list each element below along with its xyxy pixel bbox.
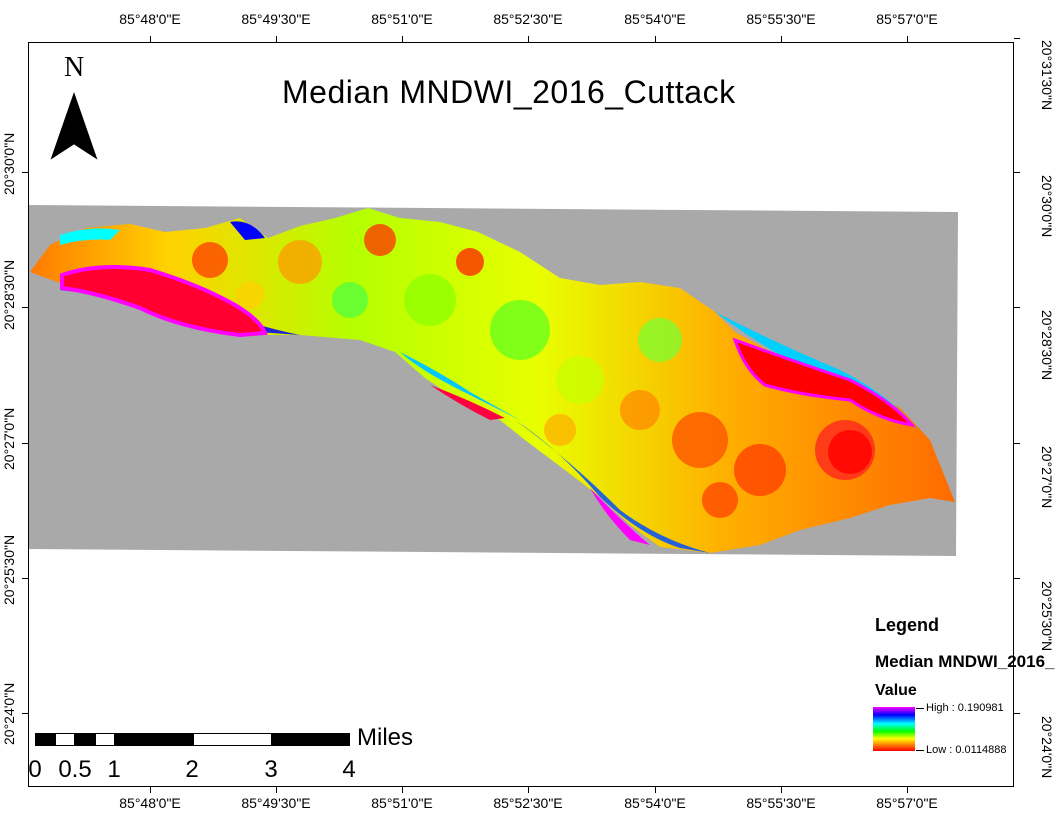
lon-tick-bottom [781,787,782,793]
lat-label-right: 20°30'0"N [1039,175,1055,238]
scale-segment [193,733,272,746]
lat-label-left: 20°30'0"N [1,132,17,195]
lon-tick-bottom [150,787,151,793]
lon-label-top: 85°54'0"E [624,11,686,27]
lon-label-bottom: 85°55'30"E [746,795,816,811]
lat-tick-left [22,307,28,308]
lat-tick-right [1014,443,1020,444]
lon-label-top: 85°51'0"E [371,11,433,27]
scale-segment [95,733,115,746]
scale-label: 0 [28,756,42,783]
lat-tick-right [1014,713,1020,714]
legend-high-label: High : 0.190981 [926,702,1004,714]
lon-tick-top [276,36,277,42]
legend-heading: Legend [875,615,940,635]
lon-tick-top [781,36,782,42]
lon-tick-bottom [528,787,529,793]
lon-label-top: 85°49'30"E [241,11,311,27]
lon-label-top: 85°52'30"E [493,11,563,27]
lat-tick-left [22,443,28,444]
lon-tick-bottom [276,787,277,793]
scale-label: 0.5 [58,756,92,783]
lon-label-bottom: 85°52'30"E [493,795,563,811]
map-neatline [28,42,1014,787]
lat-label-right: 20°24'0"N [1039,716,1055,779]
lat-tick-left [22,713,28,714]
north-arrow-letter: N [64,52,85,83]
scale-unit: Miles [357,724,414,751]
lon-tick-bottom [655,787,656,793]
scale-segment [55,733,75,746]
river-mid [430,385,505,420]
river-right [732,337,916,428]
scale-label: 1 [107,756,121,783]
legend-layer-name: Median MNDWI_2016_Cuttack [875,652,1055,671]
north-arrow-icon [50,92,98,160]
lon-label-top: 85°57'0"E [876,11,938,27]
lon-tick-bottom [402,787,403,793]
scale-segment [75,733,95,746]
scale-segment [115,733,193,746]
lat-label-left: 20°24'0"N [1,682,17,745]
legend-color-ramp [873,707,915,751]
lon-tick-bottom [907,787,908,793]
scale-segment [272,733,350,746]
land-texture [192,224,875,518]
lat-tick-right [1014,578,1020,579]
map-title: Median MNDWI_2016_Cuttack [282,74,736,110]
lon-tick-top [907,36,908,42]
scale-label: 2 [185,756,199,783]
scale-segment [35,733,55,746]
lat-tick-left [22,578,28,579]
lat-tick-left [22,172,28,173]
lat-label-right: 20°28'30"N [1039,310,1055,381]
lat-label-right: 20°27'0"N [1039,446,1055,509]
lat-label-right: 20°25'30"N [1039,581,1055,652]
scale-label: 4 [342,756,356,783]
urban-core [828,430,872,474]
lon-label-bottom: 85°54'0"E [624,795,686,811]
lat-label-left: 20°28'30"N [1,259,17,330]
legend-high-leader [916,708,924,709]
lon-tick-top [528,36,529,42]
legend-field-name: Value [875,682,917,699]
lon-label-top: 85°48'0"E [119,11,181,27]
river-left [60,264,268,338]
lon-label-bottom: 85°51'0"E [371,795,433,811]
lat-label-right: 20°31'30"N [1039,40,1055,111]
lon-label-bottom: 85°49'30"E [241,795,311,811]
lon-tick-top [150,36,151,42]
legend-low-label: Low : 0.0114888 [926,744,1007,756]
lon-tick-top [655,36,656,42]
lat-label-left: 20°25'30"N [1,534,17,605]
lon-label-bottom: 85°48'0"E [119,795,181,811]
lat-tick-right [1014,307,1020,308]
lat-tick-right [1014,38,1020,39]
scale-label: 3 [264,756,278,783]
lon-label-bottom: 85°57'0"E [876,795,938,811]
lat-label-left: 20°27'0"N [1,407,17,470]
lat-tick-right [1014,172,1020,173]
legend-low-leader [916,750,924,751]
lon-label-top: 85°55'30"E [746,11,816,27]
lon-tick-top [402,36,403,42]
